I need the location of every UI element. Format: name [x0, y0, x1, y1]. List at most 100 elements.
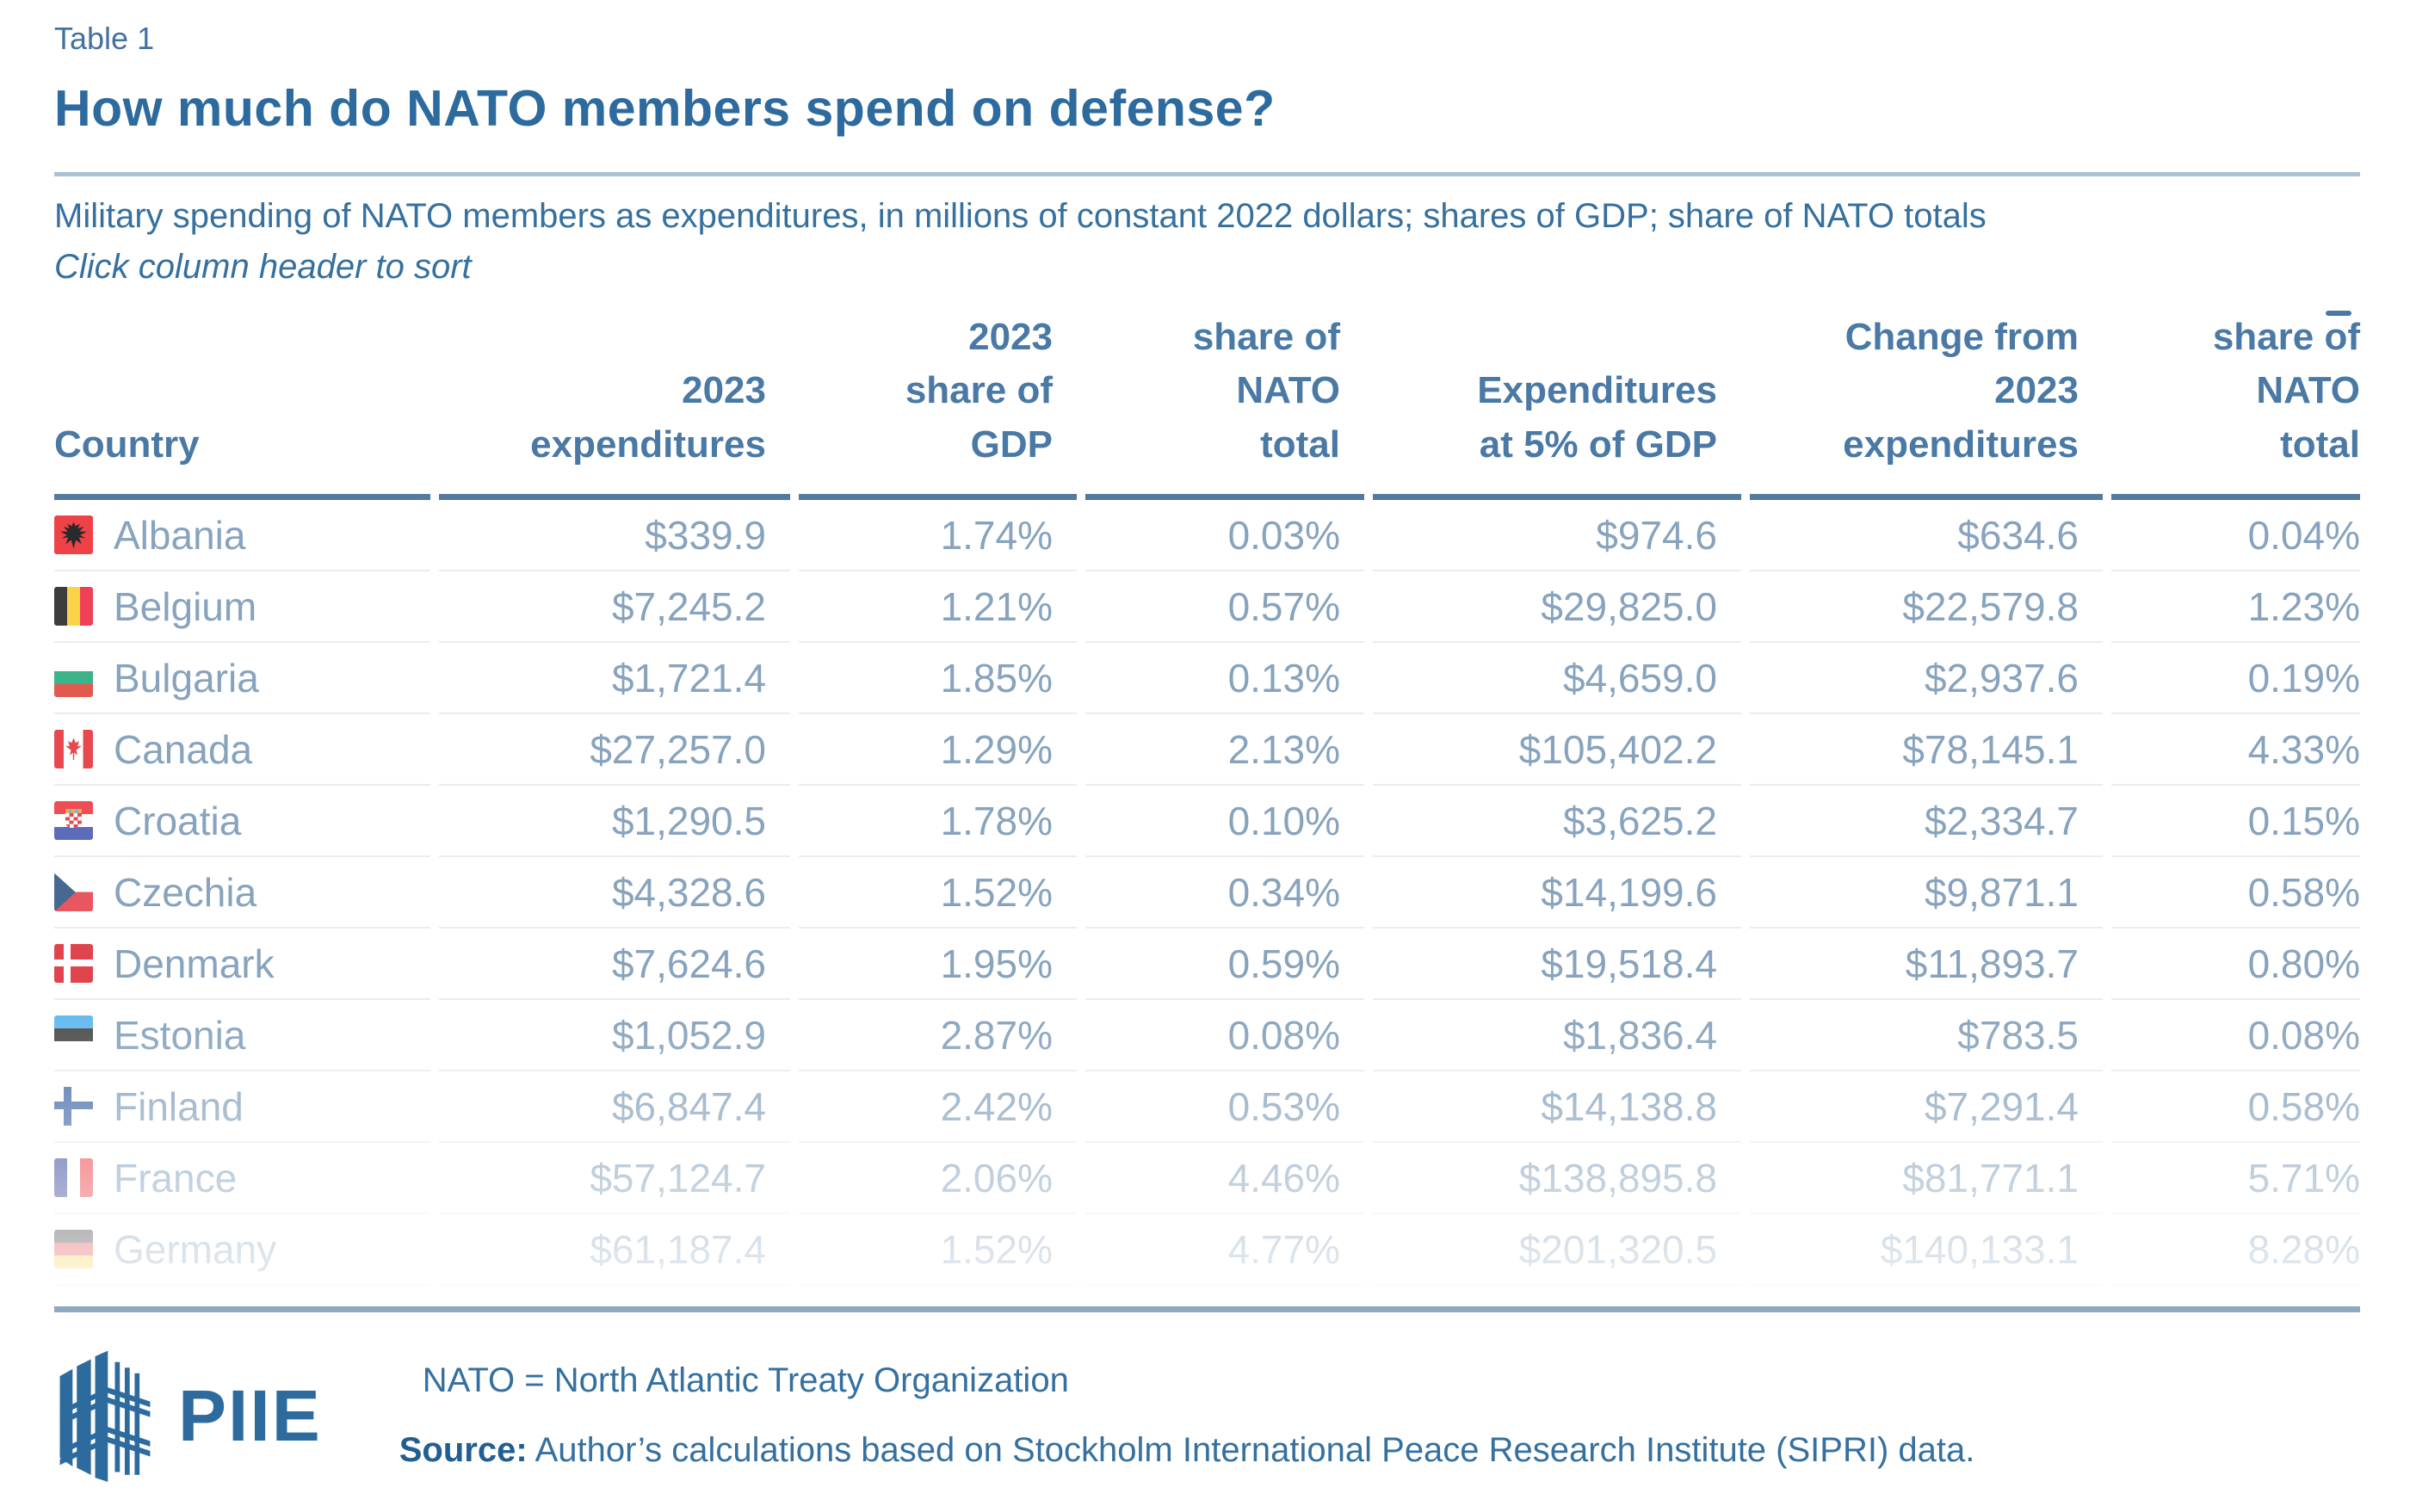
cell-expenditures-5pct: $4,659.0	[1373, 643, 1741, 715]
cell-expenditures-2023: $4,328.6	[439, 857, 790, 929]
subtitle: Military spending of NATO members as exp…	[54, 197, 1987, 235]
cell-expenditures-2023: $1,721.4	[439, 643, 790, 715]
cell-share-gdp-2023: 1.52%	[799, 857, 1077, 929]
country-name: Canada	[114, 726, 253, 772]
source-text: Author’s calculations based on Stockholm…	[527, 1431, 1975, 1470]
cell-change-from-2023: $78,145.1	[1750, 714, 2103, 787]
table-zone: Country 2023 expenditures 2023 share of …	[0, 299, 2410, 1293]
finland-flag-icon	[54, 1087, 93, 1126]
cell-share-nato-total-2: 8.28%	[2111, 1214, 2360, 1287]
cell-expenditures-2023: $61,187.4	[439, 1214, 790, 1287]
country-name: Denmark	[114, 941, 275, 986]
cell-change-from-2023: $81,771.1	[1750, 1143, 2103, 1215]
cell-change-from-2023: $634.6	[1750, 500, 2103, 572]
cell-change-from-2023: $7,291.4	[1750, 1071, 2103, 1144]
cell-share-nato-total: 0.08%	[1085, 1000, 1364, 1072]
cell-change-from-2023: $2,937.6	[1750, 643, 2103, 715]
germany-flag-icon	[54, 1230, 93, 1269]
cell-share-gdp-2023: 2.42%	[799, 1071, 1077, 1144]
cell-share-nato-total: 0.03%	[1085, 500, 1364, 572]
cell-change-from-2023: $22,579.8	[1750, 571, 2103, 644]
cell-share-nato-total-2: 0.58%	[2111, 857, 2360, 929]
cell-expenditures-2023: $339.9	[439, 500, 790, 572]
table-row-croatia: Croatia $1,290.5 1.78% 0.10% $3,625.2 $2…	[54, 786, 2360, 858]
cell-expenditures-5pct: $974.6	[1373, 500, 1741, 572]
cell-share-nato-total: 0.10%	[1085, 786, 1364, 858]
cell-share-nato-total: 0.13%	[1085, 643, 1364, 715]
canada-flag-icon	[54, 730, 93, 769]
cell-share-gdp-2023: 1.21%	[799, 571, 1077, 644]
cell-expenditures-2023: $7,624.6	[439, 929, 790, 1001]
cell-change-from-2023: $11,893.7	[1750, 929, 2103, 1001]
cell-share-nato-total: 0.57%	[1085, 571, 1364, 644]
cell-share-nato-total: 0.59%	[1085, 929, 1364, 1001]
column-header-expenditures-at-5pct-gdp[interactable]: Expenditures at 5% of GDP	[1373, 299, 1741, 501]
cell-expenditures-5pct: $1,836.4	[1373, 1000, 1741, 1072]
cell-expenditures-2023: $57,124.7	[439, 1143, 790, 1215]
table-row-czechia: Czechia $4,328.6 1.52% 0.34% $14,199.6 $…	[54, 857, 2360, 929]
sort-hint: Click column header to sort	[54, 248, 472, 286]
table-row-albania: Albania $339.9 1.74% 0.03% $974.6 $634.6…	[54, 500, 2360, 572]
cell-share-gdp-2023: 1.29%	[799, 714, 1077, 787]
column-header-share-of-nato-total[interactable]: share of NATO total	[1085, 299, 1364, 501]
cell-share-nato-total-2: 0.15%	[2111, 786, 2360, 858]
table-row-germany: Germany $61,187.4 1.52% 4.77% $201,320.5…	[54, 1214, 2360, 1287]
table-row-france: France $57,124.7 2.06% 4.46% $138,895.8 …	[54, 1143, 2360, 1215]
building-icon	[59, 1351, 151, 1483]
footer: PIIE NATO = North Atlantic Treaty Organi…	[54, 1343, 2356, 1488]
page-title: How much do NATO members spend on defens…	[54, 80, 1276, 137]
albania-flag-icon	[54, 515, 93, 555]
table-row-finland: Finland $6,847.4 2.42% 0.53% $14,138.8 $…	[54, 1071, 2360, 1144]
sort-dash-icon	[2326, 311, 2351, 316]
cell-change-from-2023: $783.5	[1750, 1000, 2103, 1072]
country-name: Finland	[114, 1083, 244, 1129]
cell-share-nato-total-2: 0.08%	[2111, 1000, 2360, 1072]
country-name: Estonia	[114, 1012, 246, 1058]
cell-expenditures-5pct: $138,895.8	[1373, 1143, 1741, 1215]
bulgaria-flag-icon	[54, 658, 93, 698]
table-row-belgium: Belgium $7,245.2 1.21% 0.57% $29,825.0 $…	[54, 571, 2360, 644]
country-name: Belgium	[114, 583, 257, 629]
bottom-rule	[54, 1306, 2360, 1313]
cell-expenditures-5pct: $105,402.2	[1373, 714, 1741, 787]
cell-share-nato-total: 2.13%	[1085, 714, 1364, 787]
cell-expenditures-5pct: $14,199.6	[1373, 857, 1741, 929]
cell-share-nato-total-2: 4.33%	[2111, 714, 2360, 787]
cell-share-nato-total-2: 0.04%	[2111, 500, 2360, 572]
cell-share-gdp-2023: 1.95%	[799, 929, 1077, 1001]
cell-expenditures-2023: $27,257.0	[439, 714, 790, 787]
column-header-share-of-nato-total-2[interactable]: share of NATO total	[2111, 299, 2360, 501]
cell-expenditures-5pct: $19,518.4	[1373, 929, 1741, 1001]
cell-share-nato-total-2: 5.71%	[2111, 1143, 2360, 1215]
country-name: Czechia	[114, 869, 257, 915]
column-header-change-from-2023[interactable]: Change from 2023 expenditures	[1750, 299, 2103, 501]
title-divider	[54, 172, 2360, 176]
table-row-canada: Canada $27,257.0 1.29% 2.13% $105,402.2 …	[54, 714, 2360, 787]
cell-expenditures-5pct: $29,825.0	[1373, 571, 1741, 644]
table-row-estonia: Estonia $1,052.9 2.87% 0.08% $1,836.4 $7…	[54, 1000, 2360, 1072]
table-row-denmark: Denmark $7,624.6 1.95% 0.59% $19,518.4 $…	[54, 929, 2360, 1001]
cell-change-from-2023: $140,133.1	[1750, 1214, 2103, 1287]
cell-expenditures-5pct: $14,138.8	[1373, 1071, 1741, 1144]
column-header-2023-expenditures[interactable]: 2023 expenditures	[439, 299, 790, 501]
cell-share-nato-total: 4.46%	[1085, 1143, 1364, 1215]
spending-table: Country 2023 expenditures 2023 share of …	[46, 299, 2369, 1287]
column-header-2023-share-of-gdp[interactable]: 2023 share of GDP	[799, 299, 1077, 501]
cell-change-from-2023: $9,871.1	[1750, 857, 2103, 929]
cell-share-nato-total: 4.77%	[1085, 1214, 1364, 1287]
cell-change-from-2023: $2,334.7	[1750, 786, 2103, 858]
cell-expenditures-2023: $7,245.2	[439, 571, 790, 644]
footer-notes: NATO = North Atlantic Treaty Organizatio…	[399, 1361, 1975, 1470]
cell-expenditures-2023: $1,290.5	[439, 786, 790, 858]
country-name: France	[114, 1155, 238, 1200]
cell-expenditures-5pct: $3,625.2	[1373, 786, 1741, 858]
cell-share-gdp-2023: 1.78%	[799, 786, 1077, 858]
column-header-country[interactable]: Country	[54, 299, 430, 501]
cell-share-nato-total-2: 1.23%	[2111, 571, 2360, 644]
piie-logo-text: PIIE	[178, 1374, 322, 1456]
cell-share-gdp-2023: 2.06%	[799, 1143, 1077, 1215]
cell-share-nato-total-2: 0.58%	[2111, 1071, 2360, 1144]
piie-logo: PIIE	[54, 1343, 322, 1488]
czechia-flag-icon	[54, 873, 93, 912]
cell-share-nato-total: 0.53%	[1085, 1071, 1364, 1144]
